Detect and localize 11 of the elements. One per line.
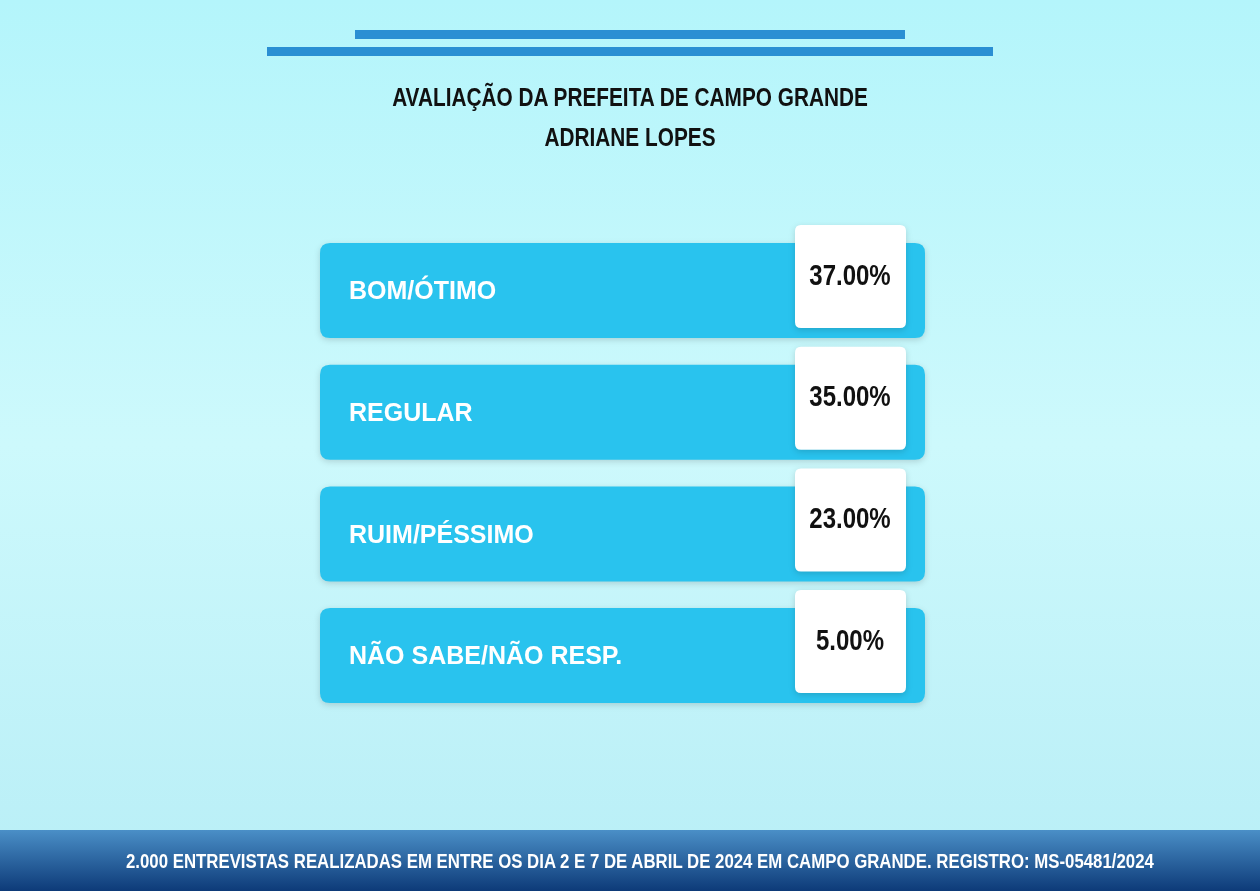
category-label: NÃO SABE/NÃO RESP. xyxy=(349,640,623,670)
data-label: 35.00% xyxy=(809,378,891,414)
text: AVALIAÇÃO DA PREFEITA DE CAMPO GRANDE xyxy=(391,82,869,113)
text: ADRIANE LOPES xyxy=(543,122,717,153)
category-label: REGULAR xyxy=(349,398,473,427)
category-label: BOM/ÓTIMO xyxy=(349,275,497,305)
text: 2.000 ENTREVISTAS REALIZADAS EM ENTRE OS DIA 2 E 7 DE ABRIL DE 2024 EM CAMPO GRANDE. REGISTRO: MS-05481/2024 xyxy=(126,849,1154,873)
data-label: 5.00% xyxy=(815,622,885,657)
category-label: RUIM/PÉSSIMO xyxy=(349,519,534,548)
data-label: 37.00% xyxy=(809,257,891,292)
data-label: 23.00% xyxy=(809,500,891,535)
